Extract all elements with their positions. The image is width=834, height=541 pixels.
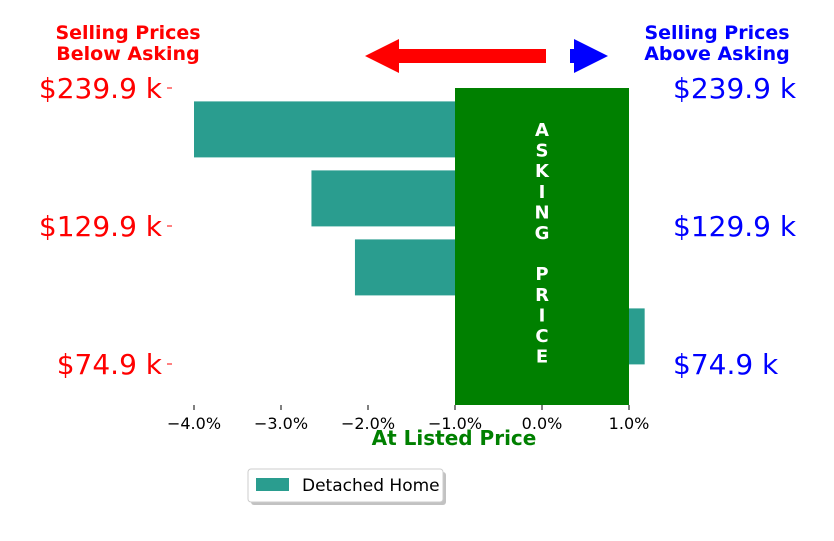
legend: Detached Home — [247, 468, 446, 505]
asking-price-letter: I — [539, 182, 546, 203]
asking-price-letter: R — [535, 285, 549, 306]
y-tick-label-left: $74.9 k — [57, 348, 163, 381]
legend-swatch — [256, 478, 289, 491]
asking-price-band — [455, 88, 629, 405]
asking-price-letter: K — [535, 161, 550, 182]
legend-label: Detached Home — [302, 476, 440, 496]
y-tick-label-left: $239.9 k — [39, 72, 163, 105]
above-asking-title-line1: Selling Prices — [644, 22, 789, 44]
right-arrow-icon — [570, 39, 608, 73]
asking-price-letter: C — [535, 326, 548, 347]
asking-price-letter: A — [535, 120, 549, 141]
asking-price-letter: N — [534, 202, 549, 223]
x-tick-label: −3.0% — [254, 414, 308, 433]
asking-price-letter: E — [536, 347, 548, 368]
y-tick-label-right: $74.9 k — [673, 348, 779, 381]
x-tick-label: −4.0% — [167, 414, 221, 433]
asking-price-letter: I — [539, 305, 546, 326]
asking-price-letter: S — [536, 141, 549, 162]
x-tick-label: −2.0% — [341, 414, 395, 433]
y-tick-label-left: $129.9 k — [39, 210, 163, 243]
y-tick-label-right: $239.9 k — [673, 72, 797, 105]
asking-price-letter: P — [535, 264, 548, 285]
asking-price-letter: G — [535, 223, 550, 244]
y-tick-label-right: $129.9 k — [673, 210, 797, 243]
below-asking-title-line2: Below Asking — [56, 43, 199, 65]
below-asking-title-line1: Selling Prices — [55, 22, 200, 44]
x-tick-label: 0.0% — [522, 414, 563, 433]
x-tick-label: −1.0% — [428, 414, 482, 433]
x-axis-label: At Listed Price — [372, 426, 537, 450]
above-asking-title-line2: Above Asking — [644, 43, 790, 65]
left-arrow-icon — [365, 39, 546, 73]
x-tick-label: 1.0% — [609, 414, 650, 433]
